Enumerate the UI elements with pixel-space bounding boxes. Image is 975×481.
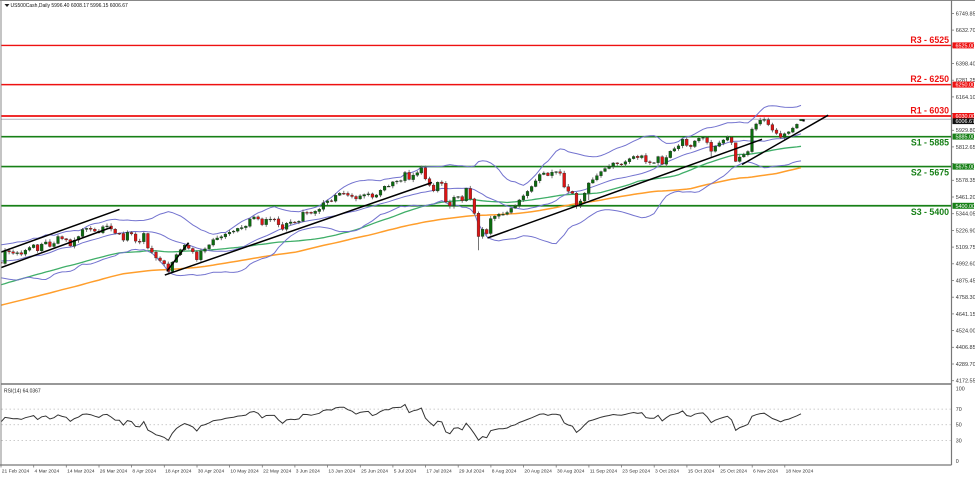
svg-text:6749.85: 6749.85 — [956, 11, 975, 17]
svg-text:22 May 2024: 22 May 2024 — [263, 468, 292, 474]
svg-text:5461.20: 5461.20 — [956, 195, 975, 201]
svg-text:5400.00: 5400.00 — [956, 204, 975, 210]
svg-text:3 Oct 2024: 3 Oct 2024 — [655, 468, 679, 474]
svg-text:R3 - 6525: R3 - 6525 — [910, 35, 949, 45]
svg-text:14 Mar 2024: 14 Mar 2024 — [67, 468, 95, 474]
svg-text:4 Mar 2024: 4 Mar 2024 — [35, 468, 60, 474]
svg-text:21 Feb 2024: 21 Feb 2024 — [2, 468, 30, 474]
svg-text:5 Jul 2024: 5 Jul 2024 — [394, 468, 417, 474]
svg-text:30: 30 — [956, 438, 962, 444]
svg-text:5885.00: 5885.00 — [956, 135, 975, 141]
svg-text:4641.15: 4641.15 — [956, 312, 975, 318]
svg-text:3 Jun 2024: 3 Jun 2024 — [296, 468, 320, 474]
svg-text:13 Jun 2024: 13 Jun 2024 — [328, 468, 355, 474]
svg-text:R2 - 6250: R2 - 6250 — [910, 74, 949, 84]
svg-text:5812.65: 5812.65 — [956, 145, 975, 151]
svg-text:23 Sep 2024: 23 Sep 2024 — [622, 468, 650, 474]
svg-text:5344.05: 5344.05 — [956, 212, 975, 218]
svg-text:S2 - 5675: S2 - 5675 — [911, 168, 949, 178]
svg-text:5226.90: 5226.90 — [956, 228, 975, 234]
svg-text:6398.40: 6398.40 — [956, 61, 975, 67]
svg-text:S3 - 5400: S3 - 5400 — [911, 207, 949, 217]
svg-text:4289.70: 4289.70 — [956, 362, 975, 368]
svg-text:4992.60: 4992.60 — [956, 262, 975, 268]
svg-text:4524.00: 4524.00 — [956, 329, 975, 335]
svg-text:26 Mar 2024: 26 Mar 2024 — [100, 468, 128, 474]
svg-text:25 Jun 2024: 25 Jun 2024 — [361, 468, 388, 474]
svg-text:5675.00: 5675.00 — [956, 165, 975, 171]
svg-text:5929.80: 5929.80 — [956, 128, 975, 134]
svg-text:100: 100 — [956, 386, 965, 392]
svg-text:5578.35: 5578.35 — [956, 178, 975, 184]
svg-text:8 Aug 2024: 8 Aug 2024 — [492, 468, 517, 474]
svg-text:17 Jul 2024: 17 Jul 2024 — [426, 468, 452, 474]
svg-text:6006.67: 6006.67 — [956, 119, 975, 125]
svg-text:15 Oct 2024: 15 Oct 2024 — [688, 468, 715, 474]
svg-text:8 Apr 2024: 8 Apr 2024 — [132, 468, 156, 474]
svg-text:4758.30: 4758.30 — [956, 295, 975, 301]
svg-text:0: 0 — [956, 459, 959, 465]
svg-text:S1 - 5885: S1 - 5885 — [911, 138, 949, 148]
svg-text:50: 50 — [956, 423, 962, 429]
svg-text:R1 - 6030: R1 - 6030 — [910, 105, 949, 115]
svg-text:4172.55: 4172.55 — [956, 379, 975, 385]
svg-text:4406.85: 4406.85 — [956, 345, 975, 351]
svg-text:70: 70 — [956, 407, 962, 413]
svg-text:30 Aug 2024: 30 Aug 2024 — [557, 468, 585, 474]
svg-text:RSI(14) 64.0367: RSI(14) 64.0367 — [4, 389, 41, 395]
svg-text:6525.00: 6525.00 — [956, 43, 975, 49]
svg-text:10 May 2024: 10 May 2024 — [230, 468, 259, 474]
svg-text:6164.10: 6164.10 — [956, 95, 975, 101]
svg-text:18 Apr 2024: 18 Apr 2024 — [165, 468, 192, 474]
svg-text:US500Cash,Daily 5996.40 6008.: US500Cash,Daily 5996.40 6008.17 5996.15 … — [11, 3, 129, 9]
svg-text:6632.70: 6632.70 — [956, 28, 975, 34]
svg-text:20 Aug 2024: 20 Aug 2024 — [524, 468, 552, 474]
svg-text:5109.75: 5109.75 — [956, 245, 975, 251]
svg-text:29 Jul 2024: 29 Jul 2024 — [459, 468, 485, 474]
svg-text:18 Nov 2024: 18 Nov 2024 — [786, 468, 814, 474]
svg-text:25 Oct 2024: 25 Oct 2024 — [720, 468, 747, 474]
svg-text:11 Sep 2024: 11 Sep 2024 — [590, 468, 618, 474]
svg-text:30 Apr 2024: 30 Apr 2024 — [198, 468, 225, 474]
svg-text:4875.45: 4875.45 — [956, 278, 975, 284]
svg-text:6 Nov 2024: 6 Nov 2024 — [753, 468, 778, 474]
svg-text:6250.00: 6250.00 — [956, 83, 975, 89]
